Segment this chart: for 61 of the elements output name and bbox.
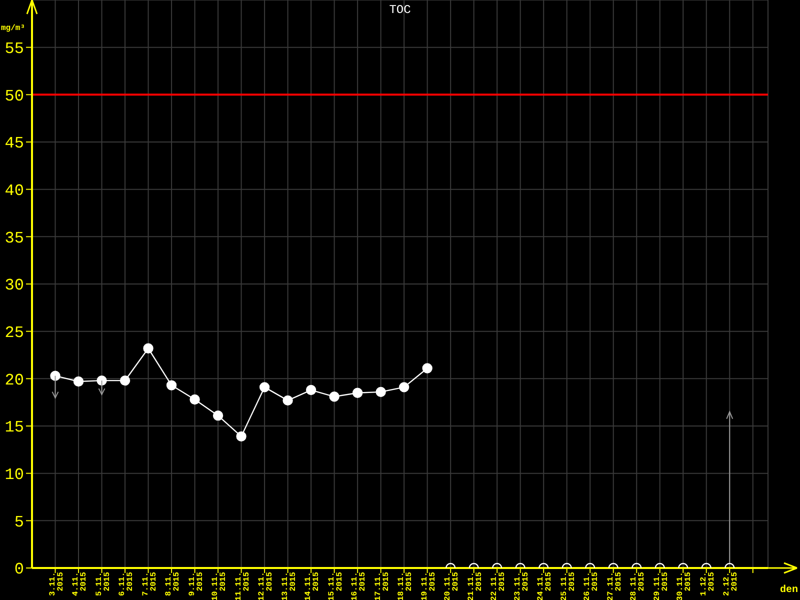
x-tick-label: 18.11. 2015 xyxy=(397,572,414,600)
x-tick-label: 12.11. 2015 xyxy=(258,572,275,600)
x-tick-label: 9.11. 2015 xyxy=(188,572,205,596)
x-tick-label: 15.11. 2015 xyxy=(327,572,344,600)
y-tick-label: 50 xyxy=(4,87,24,106)
x-tick-label: 4.11. 2015 xyxy=(72,572,89,596)
y-tick-label: 40 xyxy=(4,182,24,200)
x-tick-label: 28.11. 2015 xyxy=(630,572,647,600)
y-tick-label: 35 xyxy=(4,229,24,248)
y-tick-label: 5 xyxy=(14,513,24,532)
point xyxy=(398,382,410,392)
x-tick-label: 2.12. 2015 xyxy=(722,572,740,596)
x-tick-label: 1.12. 2015 xyxy=(699,572,716,596)
x-tick-label: 6.11. 2015 xyxy=(118,572,136,596)
x-tick-label: 22.11. 2015 xyxy=(490,572,508,600)
x-tick-label: 8.11. 2015 xyxy=(164,572,182,596)
x-tick-label: 26.11. 2015 xyxy=(583,572,600,600)
y-tick-label: 25 xyxy=(4,324,24,342)
y-tick-label: 10 xyxy=(4,466,24,484)
x-tick-label: 19.11. 2015 xyxy=(420,572,438,600)
y-axis-title: mg/m³ xyxy=(1,24,26,33)
point xyxy=(212,410,224,421)
y-tick-label: 30 xyxy=(4,276,24,295)
point xyxy=(259,382,270,392)
point xyxy=(329,392,340,402)
x-tick-label: 16.11. 2015 xyxy=(350,572,368,600)
point xyxy=(73,376,84,387)
point xyxy=(120,375,130,386)
x-tick-label: 11.11. 2015 xyxy=(234,572,252,600)
point xyxy=(422,363,432,374)
x-axis-title: den xyxy=(780,584,798,596)
y-tick-label: 15 xyxy=(4,418,24,437)
y-tick-label: 0 xyxy=(14,560,24,579)
x-tick-label: 14.11. 2015 xyxy=(304,572,322,600)
x-tick-label: 25.11. 2015 xyxy=(560,572,577,600)
y-tick-label: 45 xyxy=(4,134,24,153)
point xyxy=(236,431,246,442)
x-tick-label: 13.11. 2015 xyxy=(280,572,298,600)
x-tick-label: 21.11. 2015 xyxy=(466,572,484,600)
y-tick-label: 55 xyxy=(4,40,24,58)
point xyxy=(190,394,200,405)
x-tick-label: 7.11. 2015 xyxy=(141,572,158,596)
point xyxy=(376,386,386,398)
point xyxy=(96,375,107,386)
point xyxy=(352,388,363,398)
point xyxy=(166,380,177,390)
point xyxy=(143,343,154,354)
chart-title: TOC xyxy=(389,3,411,17)
x-tick-label: 20.11. 2015 xyxy=(444,572,461,600)
x-tick-label: 29.11. 2015 xyxy=(652,572,670,600)
x-tick-label: 3.11. 2015 xyxy=(48,572,66,596)
x-tick-label: 23.11. 2015 xyxy=(513,572,530,600)
y-tick-label: 20 xyxy=(4,371,24,390)
x-tick-label: 5.11. 2015 xyxy=(94,572,112,596)
x-tick-label: 10.11. 2015 xyxy=(211,572,228,600)
point xyxy=(282,395,293,406)
point xyxy=(306,384,316,396)
x-tick-label: 27.11. 2015 xyxy=(606,572,624,600)
x-tick-label: 17.11. 2015 xyxy=(374,572,391,600)
x-tick-label: 24.11. 2015 xyxy=(536,572,554,600)
point xyxy=(50,370,60,381)
